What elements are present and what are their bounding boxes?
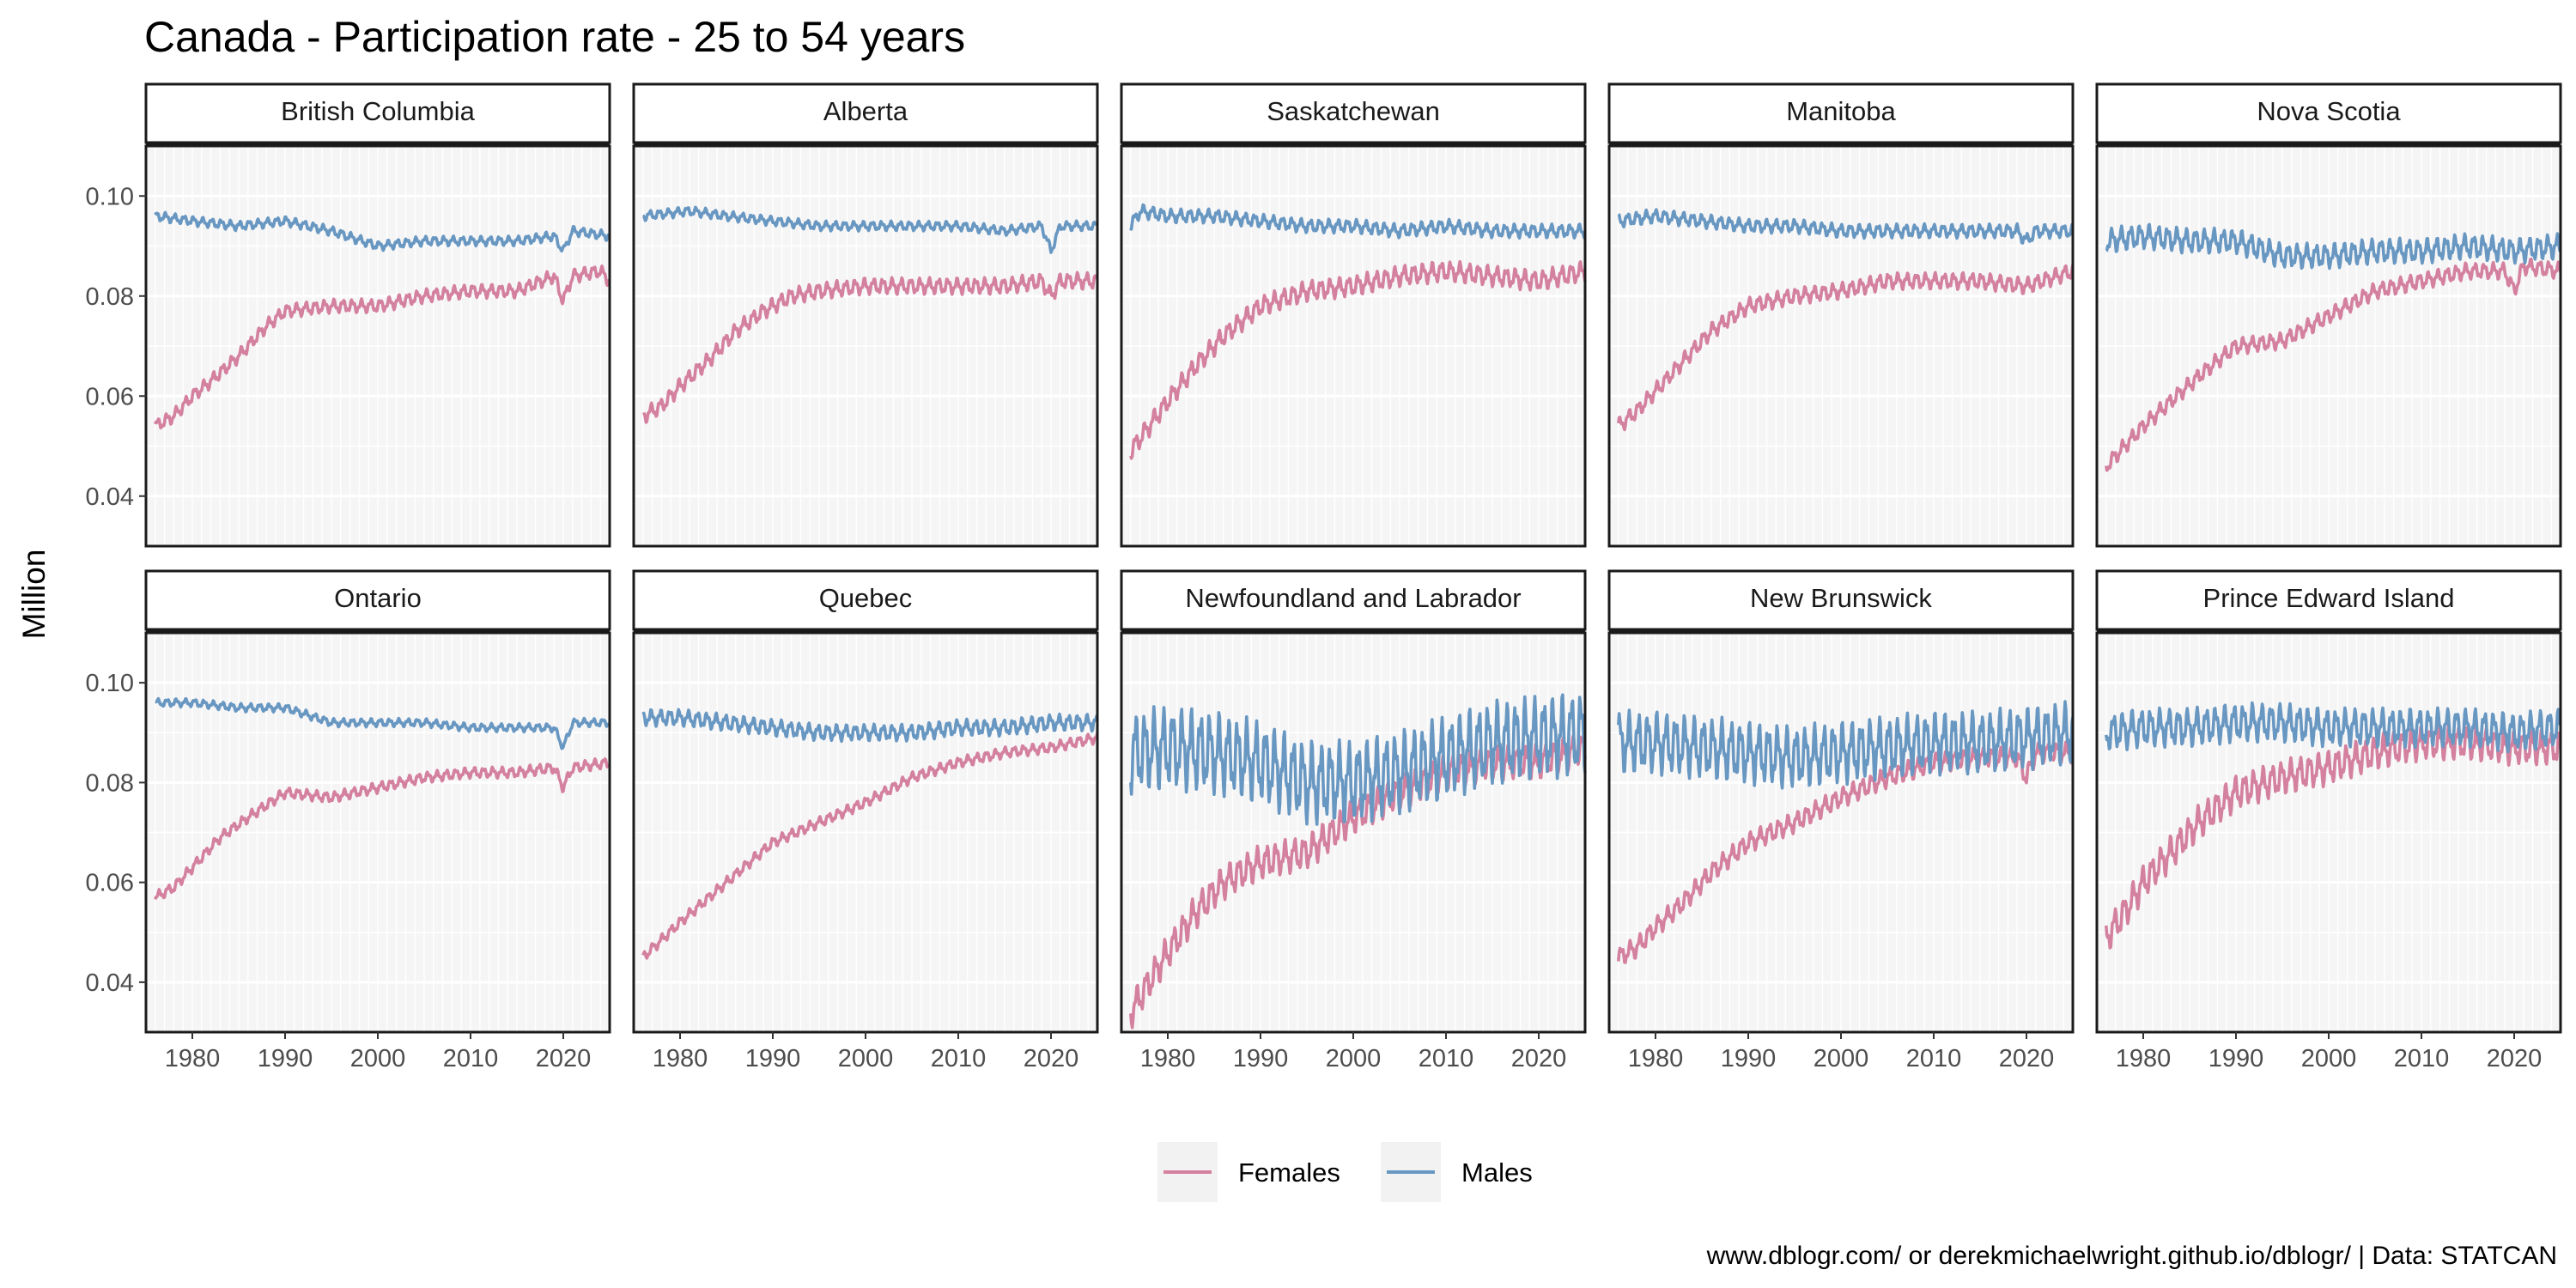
y-tick-label: 0.04 bbox=[86, 483, 134, 511]
x-tick-label: 2020 bbox=[1511, 1045, 1567, 1072]
x-tick-label: 1980 bbox=[653, 1045, 708, 1072]
x-tick-label: 2000 bbox=[1814, 1045, 1869, 1072]
series-line-males bbox=[641, 708, 1099, 744]
strip-label-nova-scotia: Nova Scotia bbox=[2257, 96, 2401, 126]
x-tick-label: 2010 bbox=[1419, 1045, 1474, 1072]
x-tick-label: 1980 bbox=[1140, 1045, 1196, 1072]
x-tick-label: 2010 bbox=[1906, 1045, 1962, 1072]
series-line-females bbox=[1129, 259, 1587, 460]
x-tick-label: 2020 bbox=[536, 1045, 592, 1072]
panel-border bbox=[1607, 144, 2075, 548]
y-axis-label: Million bbox=[16, 550, 52, 640]
strip-label-ontario: Ontario bbox=[334, 583, 422, 613]
chart-caption: www.dblogr.com/ or derekmichaelwright.gi… bbox=[1706, 1242, 2557, 1270]
panel-border bbox=[1120, 144, 1587, 548]
panel-border bbox=[144, 144, 611, 548]
chart-title: Canada - Participation rate - 25 to 54 y… bbox=[144, 13, 965, 61]
strip-label-manitoba: Manitoba bbox=[1786, 96, 1896, 126]
x-tick-label: 1990 bbox=[745, 1045, 801, 1072]
y-tick-label: 0.08 bbox=[86, 769, 134, 797]
y-tick-label: 0.04 bbox=[86, 969, 134, 997]
x-tick-label: 2020 bbox=[1024, 1045, 1079, 1072]
x-tick-label: 2010 bbox=[443, 1045, 499, 1072]
x-tick-label: 2000 bbox=[838, 1045, 894, 1072]
panel-border bbox=[632, 144, 1099, 548]
series-line-females bbox=[641, 270, 1099, 424]
strip-label-alberta: Alberta bbox=[823, 96, 908, 126]
series-line-males bbox=[1617, 700, 2075, 790]
strip-label-prince-edward-island: Prince Edward Island bbox=[2203, 583, 2455, 613]
strip-label-new-brunswick: New Brunswick bbox=[1750, 583, 1932, 613]
x-tick-label: 1980 bbox=[1628, 1045, 1684, 1072]
y-tick-label: 0.06 bbox=[86, 870, 134, 897]
legend: Females Males bbox=[1157, 1142, 1533, 1202]
panel-prince-edward-island: Prince Edward Island 1980 1990 2000 2010 2020 bbox=[2095, 569, 2562, 1072]
strip-prince-edward-island bbox=[2095, 569, 2562, 631]
x-tick-label: 1990 bbox=[2208, 1045, 2264, 1072]
series-line-males bbox=[154, 696, 611, 750]
series-line-females bbox=[2105, 257, 2562, 472]
series-line-males bbox=[2105, 701, 2562, 754]
panel-new-brunswick: New Brunswick 1980 1990 2000 2010 2020 bbox=[1607, 569, 2075, 1072]
strip-british-columbia bbox=[144, 82, 611, 144]
series-line-males bbox=[1129, 693, 1587, 826]
x-tick-label: 1980 bbox=[2116, 1045, 2172, 1072]
panel-border bbox=[2095, 144, 2562, 548]
panel-manitoba: Manitoba bbox=[1607, 82, 2075, 548]
panel-newfoundland-and-labrador: Newfoundland and Labrador 1980 1990 2000 201… bbox=[1120, 569, 1587, 1072]
y-tick-label: 0.10 bbox=[86, 670, 134, 697]
series-line-males bbox=[2105, 222, 2562, 270]
panel-alberta: Alberta bbox=[632, 82, 1099, 548]
y-tick-label: 0.06 bbox=[86, 383, 134, 410]
panel-british-columbia: British Columbia 0.04 0.06 0.08 0.10 bbox=[86, 82, 611, 548]
x-tick-label: 2010 bbox=[931, 1045, 987, 1072]
strip-label-newfoundland-and-labrador: Newfoundland and Labrador bbox=[1185, 583, 1521, 613]
x-tick-label: 2000 bbox=[350, 1045, 406, 1072]
x-tick-label: 1990 bbox=[1233, 1045, 1289, 1072]
x-tick-label: 2020 bbox=[1999, 1045, 2055, 1072]
x-tick-label: 2010 bbox=[2394, 1045, 2450, 1072]
series-line-females bbox=[2105, 723, 2562, 950]
x-tick-label: 1990 bbox=[258, 1045, 313, 1072]
strip-new-brunswick bbox=[1607, 569, 2075, 631]
series-line-females bbox=[641, 732, 1099, 960]
strip-nova-scotia bbox=[2095, 82, 2562, 144]
series-line-females bbox=[154, 756, 611, 900]
series-line-males bbox=[1617, 208, 2075, 245]
strip-ontario bbox=[144, 569, 611, 631]
y-tick-label: 0.08 bbox=[86, 283, 134, 311]
x-tick-label: 2000 bbox=[2301, 1045, 2357, 1072]
legend-label-females: Females bbox=[1238, 1157, 1340, 1188]
strip-quebec bbox=[632, 569, 1099, 631]
panel-saskatchewan: Saskatchewan bbox=[1120, 82, 1587, 548]
strip-label-saskatchewan: Saskatchewan bbox=[1267, 96, 1440, 126]
panel-nova-scotia: Nova Scotia bbox=[2095, 82, 2562, 548]
panel-ontario: Ontario 1980 1990 2000 2010 2020 0.04 0.06 0.08 0… bbox=[86, 569, 611, 1072]
panel-quebec: Quebec 1980 1990 2000 2010 2020 bbox=[632, 569, 1099, 1072]
x-tick-label: 2000 bbox=[1326, 1045, 1382, 1072]
panels: British Columbia 0.04 0.06 0.08 0.10 Alberta S… bbox=[86, 82, 2562, 1072]
legend-label-males: Males bbox=[1461, 1157, 1533, 1188]
strip-label-british-columbia: British Columbia bbox=[281, 96, 475, 126]
series-line-males bbox=[154, 210, 611, 253]
series-line-females bbox=[1617, 264, 2075, 432]
strip-newfoundland-and-labrador bbox=[1120, 569, 1587, 631]
series-line-males bbox=[641, 205, 1099, 254]
x-tick-label: 1980 bbox=[165, 1045, 221, 1072]
x-tick-label: 1990 bbox=[1721, 1045, 1777, 1072]
series-line-males bbox=[1129, 203, 1587, 240]
strip-label-quebec: Quebec bbox=[819, 583, 913, 613]
series-line-females bbox=[154, 264, 611, 430]
y-tick-label: 0.10 bbox=[86, 183, 134, 210]
strip-alberta bbox=[632, 82, 1099, 144]
x-tick-label: 2020 bbox=[2487, 1045, 2543, 1072]
